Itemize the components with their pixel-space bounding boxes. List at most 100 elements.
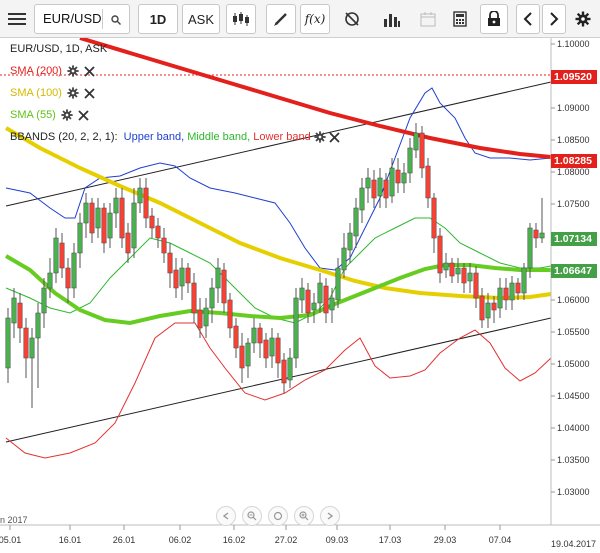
x-tick-label: 16.02 <box>223 535 246 545</box>
chevron-left-icon <box>523 12 532 26</box>
y-tick-label: 1.05500 <box>557 327 590 337</box>
y-tick-label: 1.08500 <box>557 135 590 145</box>
sma100-settings-icon[interactable] <box>67 87 79 99</box>
bullish-candle <box>215 267 221 289</box>
x-tick-label: 26.01 <box>113 535 136 545</box>
bullish-candle <box>401 172 407 184</box>
timeframe-button[interactable]: 1D <box>138 4 178 34</box>
bearish-candle <box>23 327 29 359</box>
bullish-candle <box>407 147 413 174</box>
zoom-in-button[interactable] <box>294 506 314 526</box>
lock-button[interactable] <box>480 4 508 34</box>
bullish-candle <box>203 307 209 327</box>
price-type-button[interactable]: ASK <box>182 4 220 34</box>
menu-button[interactable] <box>4 4 30 34</box>
bearish-candle <box>167 252 173 274</box>
bullish-candle <box>245 342 251 367</box>
y-tick-label: 1.03000 <box>557 487 590 497</box>
y-tick-label: 1.04000 <box>557 423 590 433</box>
bearish-candle <box>431 197 437 239</box>
scroll-right-button[interactable] <box>542 4 566 34</box>
bullish-candle <box>497 287 503 309</box>
alerts-button[interactable] <box>338 4 366 34</box>
draw-button[interactable] <box>266 4 296 34</box>
bearish-candle <box>533 229 539 239</box>
channel-upper-line <box>5 81 552 207</box>
symbol-label: EUR/USD <box>43 11 102 26</box>
function-icon: f(x) <box>304 12 326 26</box>
bearish-candle <box>119 197 125 239</box>
scroll-left-button[interactable] <box>516 4 540 34</box>
bearish-candle <box>227 299 233 329</box>
bearish-candle <box>239 345 245 369</box>
chart-type-button[interactable] <box>226 4 256 34</box>
bearish-candle <box>461 267 467 284</box>
y-tick-label: 1.07500 <box>557 199 590 209</box>
bullish-candle <box>29 337 35 359</box>
chevron-right-icon <box>550 12 559 26</box>
bullish-candle <box>269 337 275 357</box>
bullish-candle <box>95 207 101 229</box>
bullish-candle <box>455 267 461 275</box>
indicators-button[interactable]: f(x) <box>300 4 330 34</box>
bearish-candle <box>221 269 227 304</box>
bullish-candle <box>509 282 515 301</box>
bullish-candle <box>137 187 143 204</box>
bearish-candle <box>437 235 443 274</box>
bullish-candle <box>209 287 215 309</box>
bullish-candle <box>71 252 77 289</box>
legend-bbands-lower: Lower band <box>253 131 311 143</box>
bearish-candle <box>59 242 65 269</box>
sma200-price-tag: 1.09520 <box>551 70 597 84</box>
zoom-out-button[interactable] <box>242 506 262 526</box>
volume-button[interactable] <box>378 4 406 34</box>
chevron-left-icon <box>222 512 229 520</box>
bbands-close-icon[interactable] <box>329 131 340 143</box>
symbol-selector[interactable]: EUR/USD <box>34 4 130 34</box>
bearish-candle <box>479 295 485 321</box>
bullish-candle <box>251 327 257 344</box>
settings-button[interactable] <box>570 4 596 34</box>
bullish-candle <box>113 197 119 214</box>
chart-title-text: EUR/USD, 1D, ASK <box>10 43 108 55</box>
bearish-candle <box>473 272 479 299</box>
bbands-settings-icon[interactable] <box>314 131 326 143</box>
sma200-close-icon[interactable] <box>84 65 95 77</box>
bullish-candle <box>335 267 341 301</box>
legend-bbands-upper: Upper band, <box>123 131 185 143</box>
sma55-close-icon[interactable] <box>78 109 89 121</box>
legend-sma200: SMA (200) <box>10 64 95 78</box>
bearish-candle <box>143 187 149 219</box>
price-chart[interactable]: 1.100001.095001.090001.085001.080001.075… <box>0 38 600 553</box>
bullish-candle <box>353 207 359 237</box>
bollinger-middle-band <box>5 217 552 324</box>
calendar-button[interactable] <box>414 4 442 34</box>
bullish-candle <box>299 287 305 301</box>
legend-sma100: SMA (100) <box>10 86 95 100</box>
pan-left-button[interactable] <box>216 506 236 526</box>
x-tick-label: 27.02 <box>275 535 298 545</box>
sma200-settings-icon[interactable] <box>67 65 79 77</box>
bearish-candle <box>491 302 497 311</box>
y-tick-label: 1.08000 <box>557 167 590 177</box>
bearish-candle <box>233 325 239 349</box>
search-icon <box>111 15 121 25</box>
sma55-settings-icon[interactable] <box>61 109 73 121</box>
bearish-candle <box>17 302 23 329</box>
chart-area[interactable]: 1.100001.095001.090001.085001.080001.075… <box>0 38 600 553</box>
timeframe-label: 1D <box>149 11 167 27</box>
bearish-candle <box>515 282 521 294</box>
bullish-candle <box>485 302 491 319</box>
bearish-candle <box>371 179 377 199</box>
bearish-candle <box>419 132 425 169</box>
bearish-candle <box>155 225 161 239</box>
pan-right-button[interactable] <box>320 506 340 526</box>
bearish-candle <box>281 359 287 384</box>
reset-zoom-button[interactable] <box>268 506 288 526</box>
bullish-candle <box>35 312 41 339</box>
no-drawing-icon <box>345 12 359 26</box>
calculator-button[interactable] <box>446 4 474 34</box>
sma100-close-icon[interactable] <box>84 87 95 99</box>
bullish-candle <box>107 212 113 239</box>
bar-chart-icon <box>384 14 400 27</box>
